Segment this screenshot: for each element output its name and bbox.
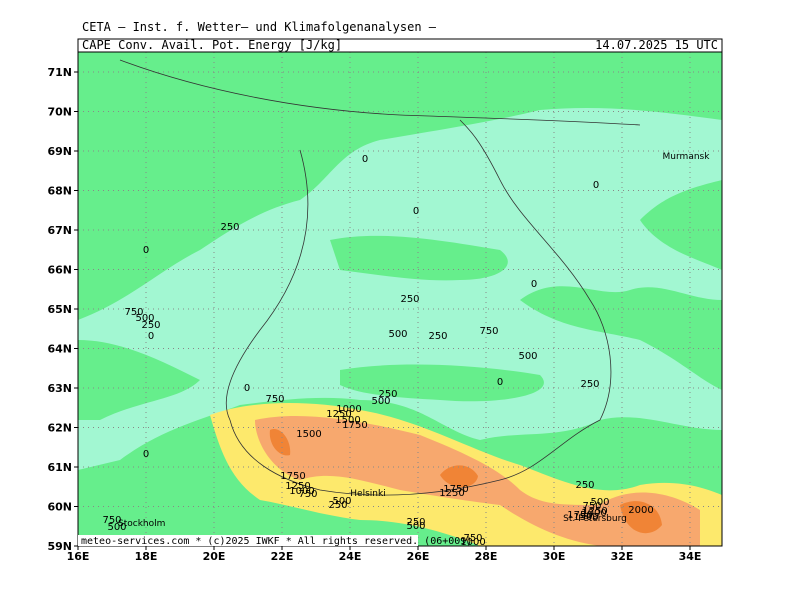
lon-label: 20E (203, 550, 226, 563)
contour-label: 500 (518, 351, 537, 362)
contour-label: 0 (593, 180, 599, 191)
map-field (78, 52, 722, 546)
contour-label: 1500 (573, 512, 598, 523)
lat-label: 64N (47, 343, 72, 356)
header-parameter: CAPE_Conv._Avail._Pot._Energy_[J/kg] (82, 38, 342, 52)
lon-label: 16E (67, 550, 90, 563)
lat-label: 61N (47, 461, 72, 474)
lon-label: 26E (407, 550, 430, 563)
contour-label: 750 (582, 501, 601, 512)
lon-label: 24E (339, 550, 362, 563)
header-time: 14.07.2025 15 UTC (595, 38, 718, 52)
contour-label: 500 (590, 497, 609, 508)
place-name: Helsinki (350, 489, 385, 499)
contour-label: 250 (400, 294, 419, 305)
lon-label: 22E (271, 550, 294, 563)
place-name: Murmansk (663, 152, 711, 162)
contour-label: 750 (124, 307, 143, 318)
contour-label: 500 (406, 521, 425, 532)
cape-peak (269, 429, 662, 534)
footer-box (78, 535, 418, 546)
contour-label: 1250 (439, 488, 464, 499)
contour-label: 2000 (628, 505, 653, 516)
cape-high (255, 415, 700, 546)
cape-zero-patch (78, 340, 200, 420)
contour-label: 750 (265, 394, 284, 405)
contour-label: 500 (107, 522, 126, 533)
lat-label: 62N (47, 422, 72, 435)
contour-label: 1000 (460, 537, 485, 548)
contour-label: 0 (244, 383, 250, 394)
lat-label: 71N (47, 66, 72, 79)
contour-label: 1000 (581, 508, 606, 519)
lat-label: 68N (47, 185, 72, 198)
lon-label: 28E (475, 550, 498, 563)
lat-label: 66N (47, 264, 72, 277)
lon-label: 34E (679, 550, 702, 563)
contour-label: 0 (413, 206, 419, 217)
contour-label: 250 (575, 480, 594, 491)
contour-label: 500 (332, 496, 351, 507)
contour-label: 500 (388, 329, 407, 340)
labels: 71N70N69N68N67N66N65N64N63N62N61N60N59N1… (47, 66, 710, 563)
contour-label: 1750 (280, 471, 305, 482)
contour-label: 250 (220, 222, 239, 233)
lon-label: 30E (543, 550, 566, 563)
contour-label: 1250 (326, 409, 351, 420)
lat-label: 70N (47, 106, 72, 119)
contour-label: 1250 (582, 506, 607, 517)
contour-label: 0 (531, 279, 537, 290)
contour-label: 0 (143, 245, 149, 256)
contour-label: 1750 (567, 510, 592, 521)
cape-zero-edge (78, 495, 92, 510)
lon-label: 32E (611, 550, 634, 563)
cape-zero-patch (340, 364, 544, 402)
contour-label: 250 (580, 379, 599, 390)
contour-label: 1750 (342, 420, 367, 431)
lat-label: 67N (47, 224, 72, 237)
footer-credit: meteo-services.com * (c)2025 IWKF * All … (81, 536, 472, 547)
contour-label: 0 (148, 331, 154, 342)
contour-label: 0 (143, 449, 149, 460)
contour-label: 500 (371, 396, 390, 407)
contour-label: 1000 (336, 404, 361, 415)
contour-label: 750 (298, 489, 317, 500)
lat-label: 63N (47, 382, 72, 395)
contour-label: 750 (463, 533, 482, 544)
header-institute: CETA — Inst. f. Wetter— und Klimafolgena… (82, 20, 437, 34)
contour-label: 1500 (296, 429, 321, 440)
contour-label: 750 (479, 326, 498, 337)
contour-label: 0 (497, 377, 503, 388)
contour-label: 250 (378, 389, 397, 400)
lat-label: 59N (47, 540, 72, 553)
contour-label: 1250 (285, 481, 310, 492)
place-name: Stockholm (118, 519, 165, 529)
coastlines (119, 59, 641, 496)
lat-label: 60N (47, 501, 72, 514)
contour-label: 750 (102, 515, 121, 526)
contour-label: 250 (406, 517, 425, 528)
contour-label: 500 (135, 313, 154, 324)
contour-label: 250 (328, 500, 347, 511)
contour-label: 1500 (335, 415, 360, 426)
contour-label: 1750 (443, 484, 468, 495)
cape-low (78, 108, 722, 470)
contour-label: 250 (141, 320, 160, 331)
contour-label: 250 (428, 331, 447, 342)
lat-label: 69N (47, 145, 72, 158)
lon-label: 18E (135, 550, 158, 563)
contour-label: 0 (362, 154, 368, 165)
place-name: St. Petersburg (563, 514, 627, 524)
lat-label: 65N (47, 303, 72, 316)
contour-label: 1000 (289, 486, 314, 497)
